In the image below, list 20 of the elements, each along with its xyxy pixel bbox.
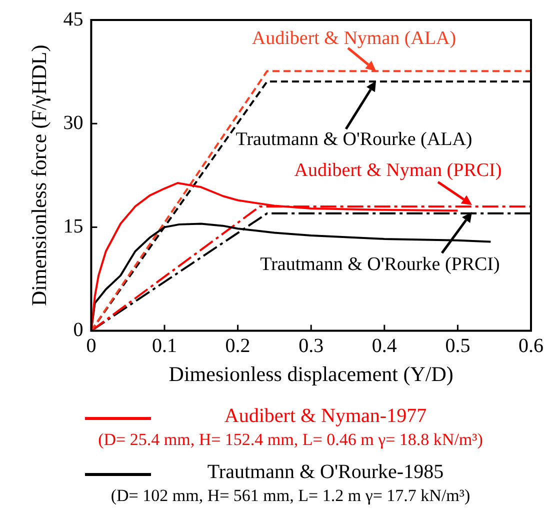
annotation: Audibert & Nyman (PRCI) [294,160,502,182]
text: Trautmann & O'Rourke-1985 [206,461,445,484]
text: (D= 25.4 mm, H= 152.4 mm, L= 0.46 m γ= 18.8 kN/m³) [97,430,484,450]
text: (D= 102 mm, H= 561 mm, L= 1.2 m γ= 17.7 kN/m³) [110,486,472,506]
x-tick-label: 0.6 [518,335,544,358]
annotation: Audibert & Nyman (ALA) [252,28,456,50]
x-tick-label: 0.4 [372,335,397,358]
y-tick-label: 30 [63,112,84,134]
x-axis-title: Dimesionless displacement (Y/D) [168,362,454,386]
annotation: Trautmann & O'Rourke (PRCI) [260,254,500,276]
y-tick-label: 45 [63,8,84,30]
x-tick-label: 0.5 [445,335,470,358]
x-tick-label: 0.2 [225,335,250,358]
y-tick-label: 15 [63,215,84,238]
y-tick-label: 0 [73,319,84,342]
y-axis-title: Dimensionless force (F/γHDL) [27,44,52,306]
text: Audibert & Nyman-1977 [223,405,428,428]
x-tick-label: 0.1 [152,335,177,358]
annotation: Trautmann & O'Rourke (ALA) [236,129,472,151]
x-tick-label: 0.3 [298,335,324,358]
